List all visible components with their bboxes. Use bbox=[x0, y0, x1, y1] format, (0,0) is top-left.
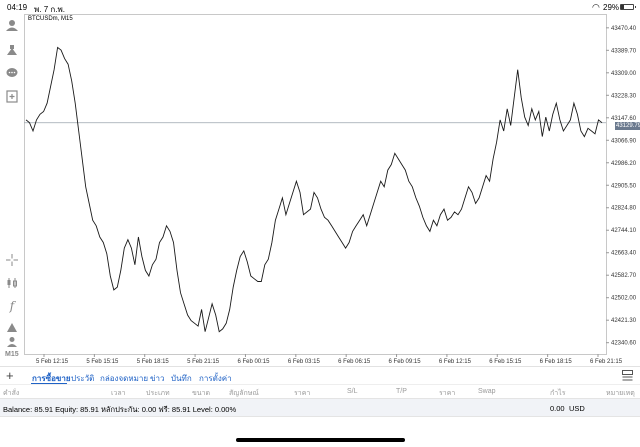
chat-icon[interactable] bbox=[5, 66, 19, 80]
candles-icon[interactable] bbox=[5, 276, 19, 290]
battery-percent: 29% bbox=[603, 3, 620, 12]
layout-toggle-icon[interactable] bbox=[622, 370, 633, 384]
y-tick-label: 42824.80 bbox=[611, 206, 637, 212]
col-type: ประเภท bbox=[146, 390, 170, 397]
col-swap: Swap bbox=[478, 388, 496, 395]
wifi-icon: ◠ bbox=[592, 2, 600, 12]
trade-icon[interactable] bbox=[5, 43, 19, 57]
home-indicator bbox=[236, 438, 405, 442]
y-tick-label: 43389.70 bbox=[611, 48, 637, 54]
tab-mailbox[interactable]: กล่องจดหมาย bbox=[100, 374, 149, 383]
tab-news[interactable]: ข่าว bbox=[150, 374, 165, 383]
new-chart-icon[interactable] bbox=[5, 89, 19, 103]
crosshair-icon[interactable] bbox=[5, 253, 19, 267]
y-tick-label: 43228.30 bbox=[611, 93, 637, 99]
indicators-icon[interactable]: f bbox=[9, 299, 15, 313]
y-tick-label: 42502.00 bbox=[611, 296, 637, 302]
y-tick-label: 42340.60 bbox=[611, 341, 637, 347]
battery-icon bbox=[620, 4, 636, 10]
y-tick-label: 43066.90 bbox=[611, 138, 637, 144]
col-sl: S/L bbox=[347, 388, 358, 395]
current-price-badge: 43129.79 bbox=[615, 122, 640, 130]
timeframe-button[interactable]: M15 bbox=[5, 351, 19, 358]
x-tick-label: 5 Feb 21:15 bbox=[187, 359, 220, 365]
balance-summary: Balance: 85.91 Equity: 85.91 หลักประกัน:… bbox=[3, 405, 237, 414]
x-tick-label: 5 Feb 12:15 bbox=[36, 359, 69, 365]
balance-row: Balance: 85.91 Equity: 85.91 หลักประกัน:… bbox=[0, 398, 640, 417]
account-icon[interactable] bbox=[5, 18, 19, 32]
currency-label: USD bbox=[569, 404, 585, 413]
col-profit: กำไร bbox=[550, 390, 566, 397]
x-tick-label: 6 Feb 21:15 bbox=[590, 359, 623, 365]
x-tick-label: 5 Feb 15:15 bbox=[86, 359, 119, 365]
col-current-price: ราคา bbox=[439, 390, 456, 397]
status-time: 04:19 bbox=[7, 3, 28, 12]
col-tp: T/P bbox=[396, 388, 407, 395]
x-tick-label: 6 Feb 06:15 bbox=[338, 359, 371, 365]
col-price: ราคา bbox=[294, 390, 311, 397]
tab-journal[interactable]: บันทึก bbox=[171, 374, 192, 383]
y-tick-label: 42421.30 bbox=[611, 318, 637, 324]
col-volume: ขนาด bbox=[192, 390, 211, 397]
status-date: พ. 7 ก.พ. bbox=[34, 5, 65, 14]
y-tick-label: 42744.10 bbox=[611, 228, 637, 234]
trade-table-header: คำสั่ง เวลา ประเภท ขนาด สัญลักษณ์ ราคา S… bbox=[0, 384, 640, 398]
col-symbol: สัญลักษณ์ bbox=[229, 390, 259, 397]
y-tick-label: 43309.00 bbox=[611, 71, 637, 77]
y-tick-label: 42986.20 bbox=[611, 161, 637, 167]
x-tick-label: 6 Feb 12:15 bbox=[439, 359, 472, 365]
price-chart[interactable]: 43470.40 43389.70 43309.00 43228.30 43147.60… bbox=[24, 14, 640, 366]
y-tick-label: 42905.50 bbox=[611, 183, 637, 189]
objects-icon[interactable] bbox=[5, 320, 19, 334]
y-tick-label: 43470.40 bbox=[611, 26, 637, 32]
tab-trade[interactable]: การซื้อขาย bbox=[32, 374, 71, 383]
trader-icon[interactable] bbox=[5, 335, 19, 349]
chart-canvas[interactable]: 43470.40 43389.70 43309.00 43228.30 43147.60… bbox=[24, 14, 640, 366]
profit-total: 0.00 bbox=[550, 404, 565, 413]
tab-history[interactable]: ประวัติ bbox=[71, 374, 95, 383]
y-tick-label: 43147.60 bbox=[611, 116, 637, 122]
x-tick-label: 6 Feb 15:15 bbox=[489, 359, 522, 365]
y-tick-label: 42663.40 bbox=[611, 251, 637, 257]
plot-frame bbox=[24, 14, 607, 355]
chart-symbol-label: BTCUSDm, M15 bbox=[28, 16, 73, 22]
x-tick-label: 6 Feb 03:15 bbox=[288, 359, 321, 365]
x-tick-label: 5 Feb 18:15 bbox=[137, 359, 170, 365]
chart-toolbar: f M15 bbox=[0, 14, 24, 365]
y-tick-label: 42582.70 bbox=[611, 273, 637, 279]
x-tick-label: 6 Feb 09:15 bbox=[389, 359, 422, 365]
col-comment: หมายเหตุ bbox=[606, 390, 635, 397]
toolbox-tabs: + การซื้อขาย ประวัติ กล่องจดหมาย ข่าว บั… bbox=[0, 366, 640, 385]
x-tick-label: 6 Feb 18:15 bbox=[540, 359, 573, 365]
status-bar: 04:19 พ. 7 ก.พ. ◠ 29% bbox=[0, 0, 640, 14]
tab-settings[interactable]: การตั้งค่า bbox=[199, 374, 232, 383]
price-line bbox=[25, 46, 603, 333]
col-time: เวลา bbox=[111, 390, 126, 397]
x-tick-label: 6 Feb 00:15 bbox=[237, 359, 270, 365]
col-order: คำสั่ง bbox=[3, 390, 20, 397]
add-order-icon[interactable]: + bbox=[6, 368, 14, 383]
